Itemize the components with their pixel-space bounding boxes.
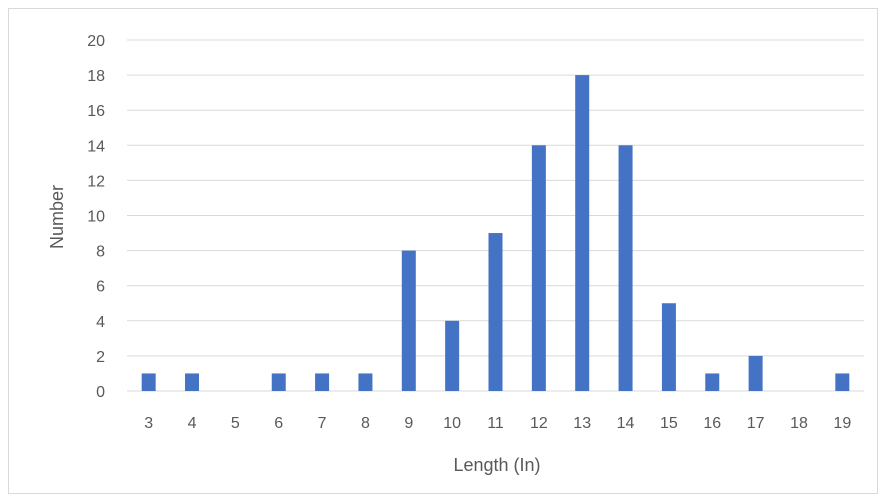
- x-tick-label: 15: [660, 415, 678, 432]
- y-tick-label: 2: [96, 349, 105, 366]
- bar-10: [445, 320, 460, 391]
- bar-7: [315, 373, 330, 391]
- y-axis-ticks: 0 2 4 6 8 10 12 14 16 18 20: [87, 33, 105, 401]
- y-tick-label: 0: [96, 384, 105, 401]
- x-tick-label: 3: [144, 415, 153, 432]
- bar-19: [835, 373, 850, 391]
- x-tick-label: 6: [274, 415, 283, 432]
- x-tick-label: 10: [443, 415, 461, 432]
- bar-4: [185, 373, 200, 391]
- x-tick-label: 11: [487, 415, 504, 432]
- bar-17: [748, 355, 763, 391]
- x-axis-ticks: 3 4 5 6 7 8 9 10 11 12 13 14 15 16 17 18 19: [144, 415, 851, 432]
- x-tick-label: 18: [790, 415, 808, 432]
- y-axis-title: Number: [47, 185, 67, 249]
- x-tick-label: 8: [361, 415, 370, 432]
- x-tick-label: 19: [833, 415, 851, 432]
- y-tick-label: 18: [87, 68, 105, 85]
- y-tick-label: 10: [87, 209, 105, 226]
- x-tick-label: 13: [573, 415, 591, 432]
- x-tick-label: 14: [617, 415, 635, 432]
- bar-14: [618, 145, 633, 391]
- x-tick-label: 7: [318, 415, 327, 432]
- bar-8: [358, 373, 373, 391]
- gridlines: [127, 39, 864, 392]
- x-tick-label: 5: [231, 415, 240, 432]
- bar-12: [531, 145, 546, 391]
- x-tick-label: 4: [188, 415, 197, 432]
- x-tick-label: 17: [747, 415, 765, 432]
- y-tick-label: 8: [96, 244, 105, 261]
- y-tick-label: 14: [87, 138, 105, 155]
- bar-15: [661, 303, 676, 391]
- bar-11: [488, 233, 503, 391]
- bars: [141, 75, 850, 391]
- bar-9: [401, 250, 416, 391]
- y-tick-label: 16: [87, 103, 105, 120]
- y-tick-label: 20: [87, 33, 105, 50]
- y-tick-label: 4: [96, 314, 105, 331]
- y-tick-label: 6: [96, 279, 105, 296]
- bar-6: [271, 373, 286, 391]
- y-tick-label: 12: [87, 173, 105, 190]
- x-tick-label: 16: [703, 415, 721, 432]
- bar-3: [141, 373, 156, 391]
- bar-16: [705, 373, 720, 391]
- x-tick-label: 12: [530, 415, 548, 432]
- x-axis-title: Length (In): [453, 455, 540, 475]
- x-tick-label: 9: [404, 415, 413, 432]
- bar-13: [575, 75, 590, 391]
